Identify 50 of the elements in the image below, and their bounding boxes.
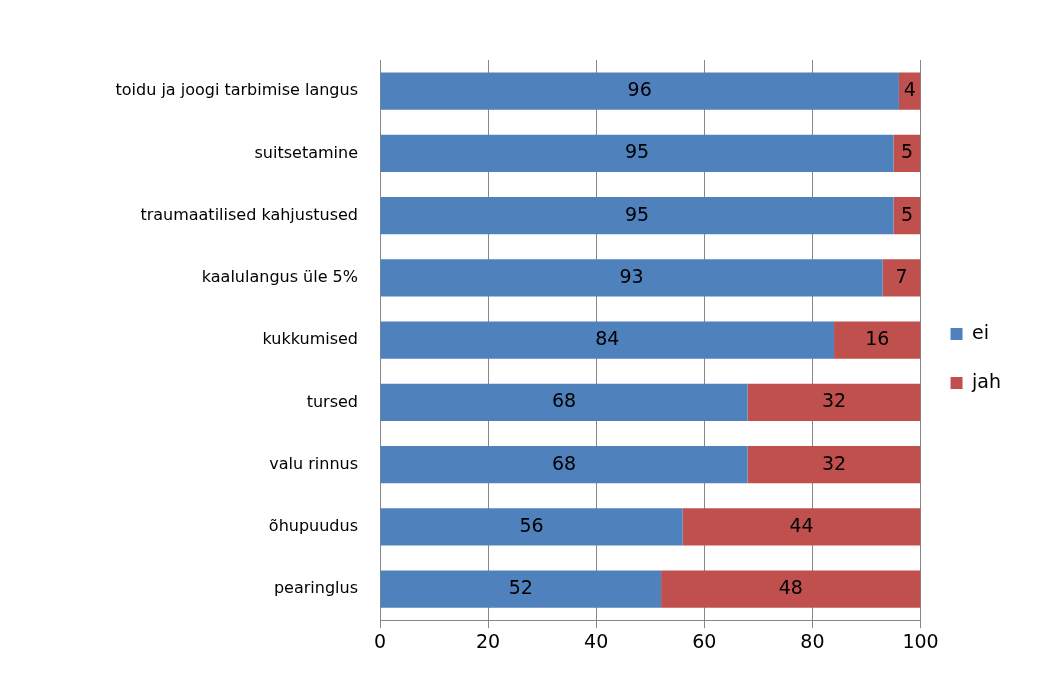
data-label: 95 bbox=[624, 140, 650, 163]
data-label: 4 bbox=[903, 78, 916, 101]
bar bbox=[380, 383, 748, 422]
data-label: 93 bbox=[619, 264, 644, 287]
data-label: 5 bbox=[900, 140, 914, 163]
bar bbox=[380, 72, 899, 110]
y-tick-label: tursed bbox=[306, 391, 358, 411]
y-tick-label: õhupuudus bbox=[268, 515, 358, 535]
data-label: 84 bbox=[595, 327, 620, 350]
data-label: 32 bbox=[821, 389, 847, 412]
legend-label: ei bbox=[972, 320, 989, 343]
bar bbox=[380, 508, 683, 546]
y-tick-label: suitsetamine bbox=[254, 142, 358, 162]
data-label: 16 bbox=[865, 327, 890, 350]
bar bbox=[882, 259, 921, 297]
x-tick-label: 80 bbox=[800, 629, 825, 652]
data-label: 96 bbox=[627, 78, 652, 101]
data-label: 95 bbox=[624, 202, 650, 225]
data-label: 56 bbox=[519, 513, 544, 536]
bar bbox=[380, 259, 883, 297]
data-label: 52 bbox=[508, 576, 533, 599]
bar bbox=[380, 321, 835, 359]
y-tick-label: toidu ja joogi tarbimise langus bbox=[115, 80, 358, 100]
bar bbox=[747, 383, 921, 422]
x-tick-label: 60 bbox=[692, 629, 717, 652]
bar bbox=[747, 445, 921, 484]
y-tick-label: kaalulangus üle 5% bbox=[201, 267, 358, 287]
bar bbox=[834, 321, 921, 359]
bar bbox=[661, 570, 921, 608]
data-label: 68 bbox=[551, 451, 577, 474]
data-label: 48 bbox=[778, 576, 803, 599]
data-label: 68 bbox=[551, 389, 577, 412]
data-label: 7 bbox=[895, 264, 908, 287]
x-tick-label: 0 bbox=[373, 629, 387, 652]
data-label: 44 bbox=[789, 513, 814, 536]
y-tick-label: pearinglus bbox=[273, 578, 358, 598]
x-tick-label: 20 bbox=[476, 629, 501, 652]
x-tick-label: 100 bbox=[902, 629, 939, 652]
bar bbox=[682, 508, 921, 546]
legend-label: jah bbox=[971, 369, 1001, 392]
bar bbox=[380, 134, 894, 173]
bar bbox=[380, 196, 894, 235]
bar bbox=[380, 570, 662, 608]
bar bbox=[380, 445, 748, 484]
y-tick-label: valu rinnus bbox=[269, 453, 358, 473]
x-tick-label: 40 bbox=[584, 629, 609, 652]
data-label: 32 bbox=[821, 451, 847, 474]
y-tick-label: kukkumised bbox=[262, 329, 358, 349]
y-tick-label: traumaatilised kahjustused bbox=[140, 204, 358, 224]
data-label: 5 bbox=[900, 202, 914, 225]
